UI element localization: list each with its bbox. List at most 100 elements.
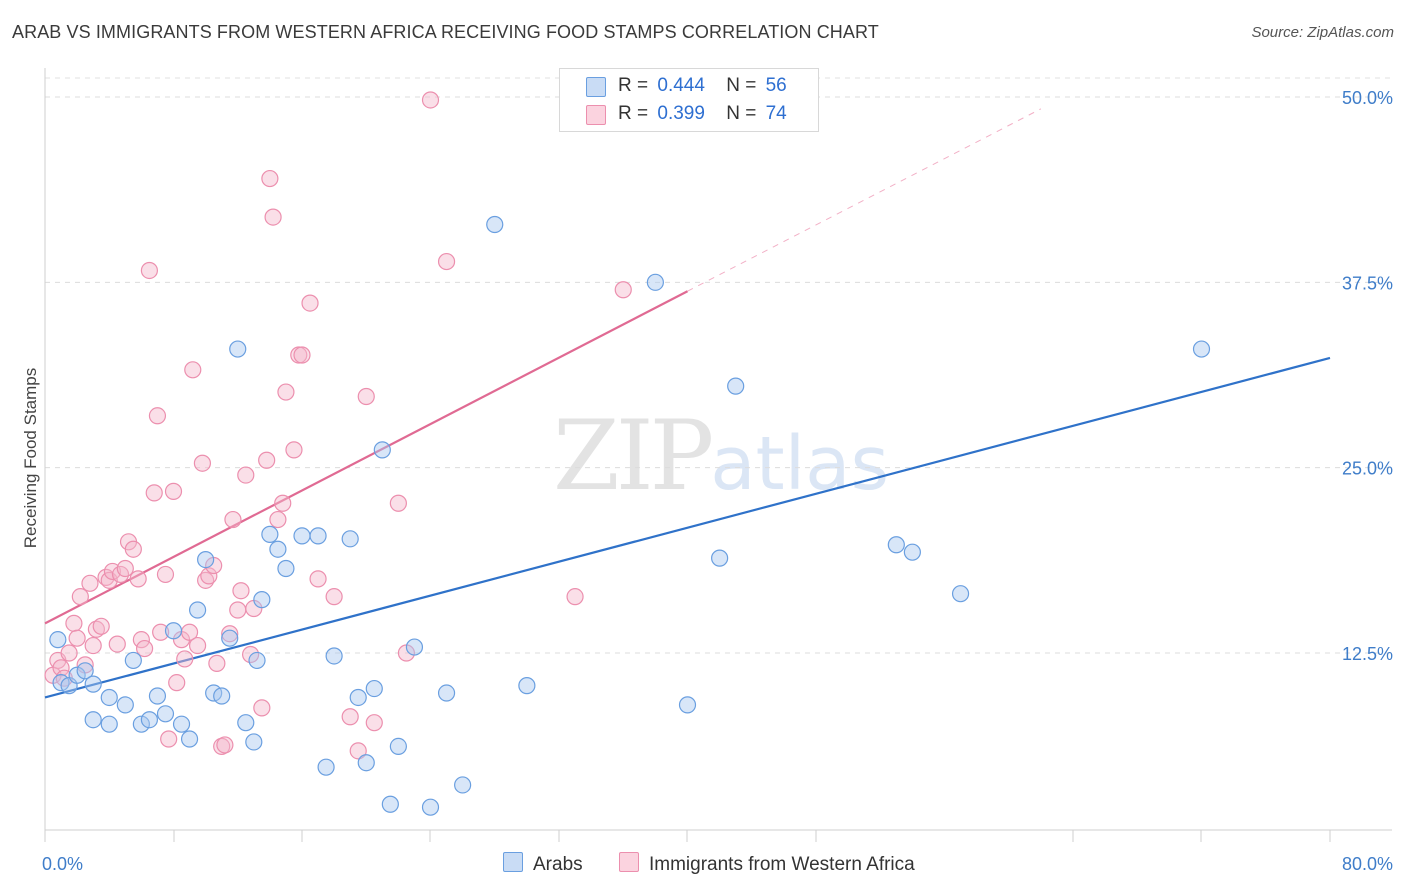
point-arabs xyxy=(221,629,239,647)
point-arabs xyxy=(349,688,367,707)
data-points xyxy=(44,91,1211,816)
point-wafrica xyxy=(269,510,287,529)
point-wafrica xyxy=(184,361,202,379)
point-wafrica xyxy=(97,568,115,586)
point-arabs xyxy=(646,273,664,291)
point-arabs xyxy=(341,530,359,548)
point-arabs xyxy=(277,559,295,578)
watermark: ZIPatlas xyxy=(553,400,889,512)
point-wafrica xyxy=(65,614,83,632)
legend-box: R = 0.444 N = 56 R = 0.399 N = 74 xyxy=(559,68,819,132)
point-arabs xyxy=(678,696,697,714)
point-wafrica xyxy=(421,91,440,109)
point-wafrica xyxy=(188,636,207,655)
point-wafrica xyxy=(135,639,154,658)
point-wafrica xyxy=(108,635,126,653)
legend-text-arabs: R = 0.444 N = 56 xyxy=(618,75,787,97)
legend-swatch-wafrica xyxy=(586,105,606,125)
point-arabs xyxy=(172,715,191,733)
bottom-swatch-wafrica xyxy=(619,852,639,872)
point-wafrica xyxy=(68,629,86,647)
point-wafrica xyxy=(60,644,78,662)
legend-r-label: R = xyxy=(618,75,649,96)
x-tick-label-end: 80.0% xyxy=(1342,854,1393,874)
point-wafrica xyxy=(365,714,383,732)
point-wafrica xyxy=(221,625,239,643)
point-wafrica xyxy=(232,582,250,600)
point-wafrica xyxy=(242,645,260,664)
point-arabs xyxy=(293,527,311,545)
point-wafrica xyxy=(193,454,212,472)
point-wafrica xyxy=(176,650,194,668)
point-wafrica xyxy=(148,407,167,425)
point-arabs xyxy=(951,585,970,603)
point-wafrica xyxy=(614,281,632,299)
point-arabs xyxy=(245,733,263,751)
y-tick-label: 50.0% xyxy=(1342,88,1393,108)
point-arabs xyxy=(253,591,271,609)
point-arabs xyxy=(237,714,255,732)
point-wafrica xyxy=(132,631,150,649)
watermark-atlas: atlas xyxy=(710,421,890,507)
point-arabs xyxy=(381,795,399,813)
trend-line-wafrica xyxy=(44,290,689,625)
point-arabs xyxy=(248,651,266,670)
point-wafrica xyxy=(87,620,106,638)
point-arabs xyxy=(84,675,102,693)
y-tick-label: 37.5% xyxy=(1342,273,1393,293)
point-arabs xyxy=(727,377,745,395)
point-arabs xyxy=(1192,340,1211,358)
trend-lines xyxy=(44,108,1331,699)
point-wafrica xyxy=(566,588,584,606)
point-wafrica xyxy=(52,659,70,677)
tick-labels: 12.5% 25.0% 37.5% 50.0% 0.0% 80.0% xyxy=(42,88,1393,874)
point-wafrica xyxy=(309,570,327,588)
point-arabs xyxy=(140,711,159,729)
point-wafrica xyxy=(124,540,142,558)
point-wafrica xyxy=(253,699,271,717)
point-wafrica xyxy=(145,484,163,502)
point-wafrica xyxy=(116,559,134,578)
point-wafrica xyxy=(168,674,186,692)
point-arabs xyxy=(213,687,231,705)
bottom-legend-wafrica-label: Immigrants from Western Africa xyxy=(649,854,915,875)
point-wafrica xyxy=(261,169,279,188)
y-tick-label: 25.0% xyxy=(1342,459,1393,479)
point-wafrica xyxy=(293,346,311,364)
point-wafrica xyxy=(237,466,255,484)
point-wafrica xyxy=(140,261,159,280)
point-wafrica xyxy=(277,383,295,401)
point-arabs xyxy=(357,754,375,772)
point-wafrica xyxy=(285,441,303,459)
point-arabs xyxy=(389,737,407,756)
point-arabs xyxy=(317,758,335,776)
point-wafrica xyxy=(216,736,234,754)
point-wafrica xyxy=(84,636,102,655)
point-arabs xyxy=(518,677,536,695)
point-arabs xyxy=(454,776,472,794)
legend-n-value: 74 xyxy=(765,103,787,124)
x-tick-label-start: 0.0% xyxy=(42,854,83,874)
point-wafrica xyxy=(325,588,343,606)
point-wafrica xyxy=(224,510,242,529)
point-arabs xyxy=(421,798,440,816)
legend-r-value: 0.444 xyxy=(657,75,705,96)
legend-n-label: N = xyxy=(726,75,757,96)
chart-title: ARAB VS IMMIGRANTS FROM WESTERN AFRICA R… xyxy=(12,22,879,42)
bottom-legend-wafrica: Immigrants from Western Africa xyxy=(619,852,915,876)
point-wafrica xyxy=(200,567,218,585)
point-arabs xyxy=(84,711,102,729)
point-arabs xyxy=(486,215,504,234)
legend-n-label: N = xyxy=(726,103,757,124)
point-arabs xyxy=(903,543,921,561)
bottom-legend-arabs-label: Arabs xyxy=(533,854,583,875)
point-arabs xyxy=(437,684,456,702)
point-arabs xyxy=(49,631,67,649)
point-wafrica xyxy=(164,482,183,500)
point-arabs xyxy=(261,525,279,543)
axes xyxy=(44,68,1392,842)
legend-n-value: 56 xyxy=(765,75,787,96)
point-wafrica xyxy=(92,617,110,635)
point-wafrica xyxy=(274,494,292,512)
point-arabs xyxy=(124,651,142,670)
